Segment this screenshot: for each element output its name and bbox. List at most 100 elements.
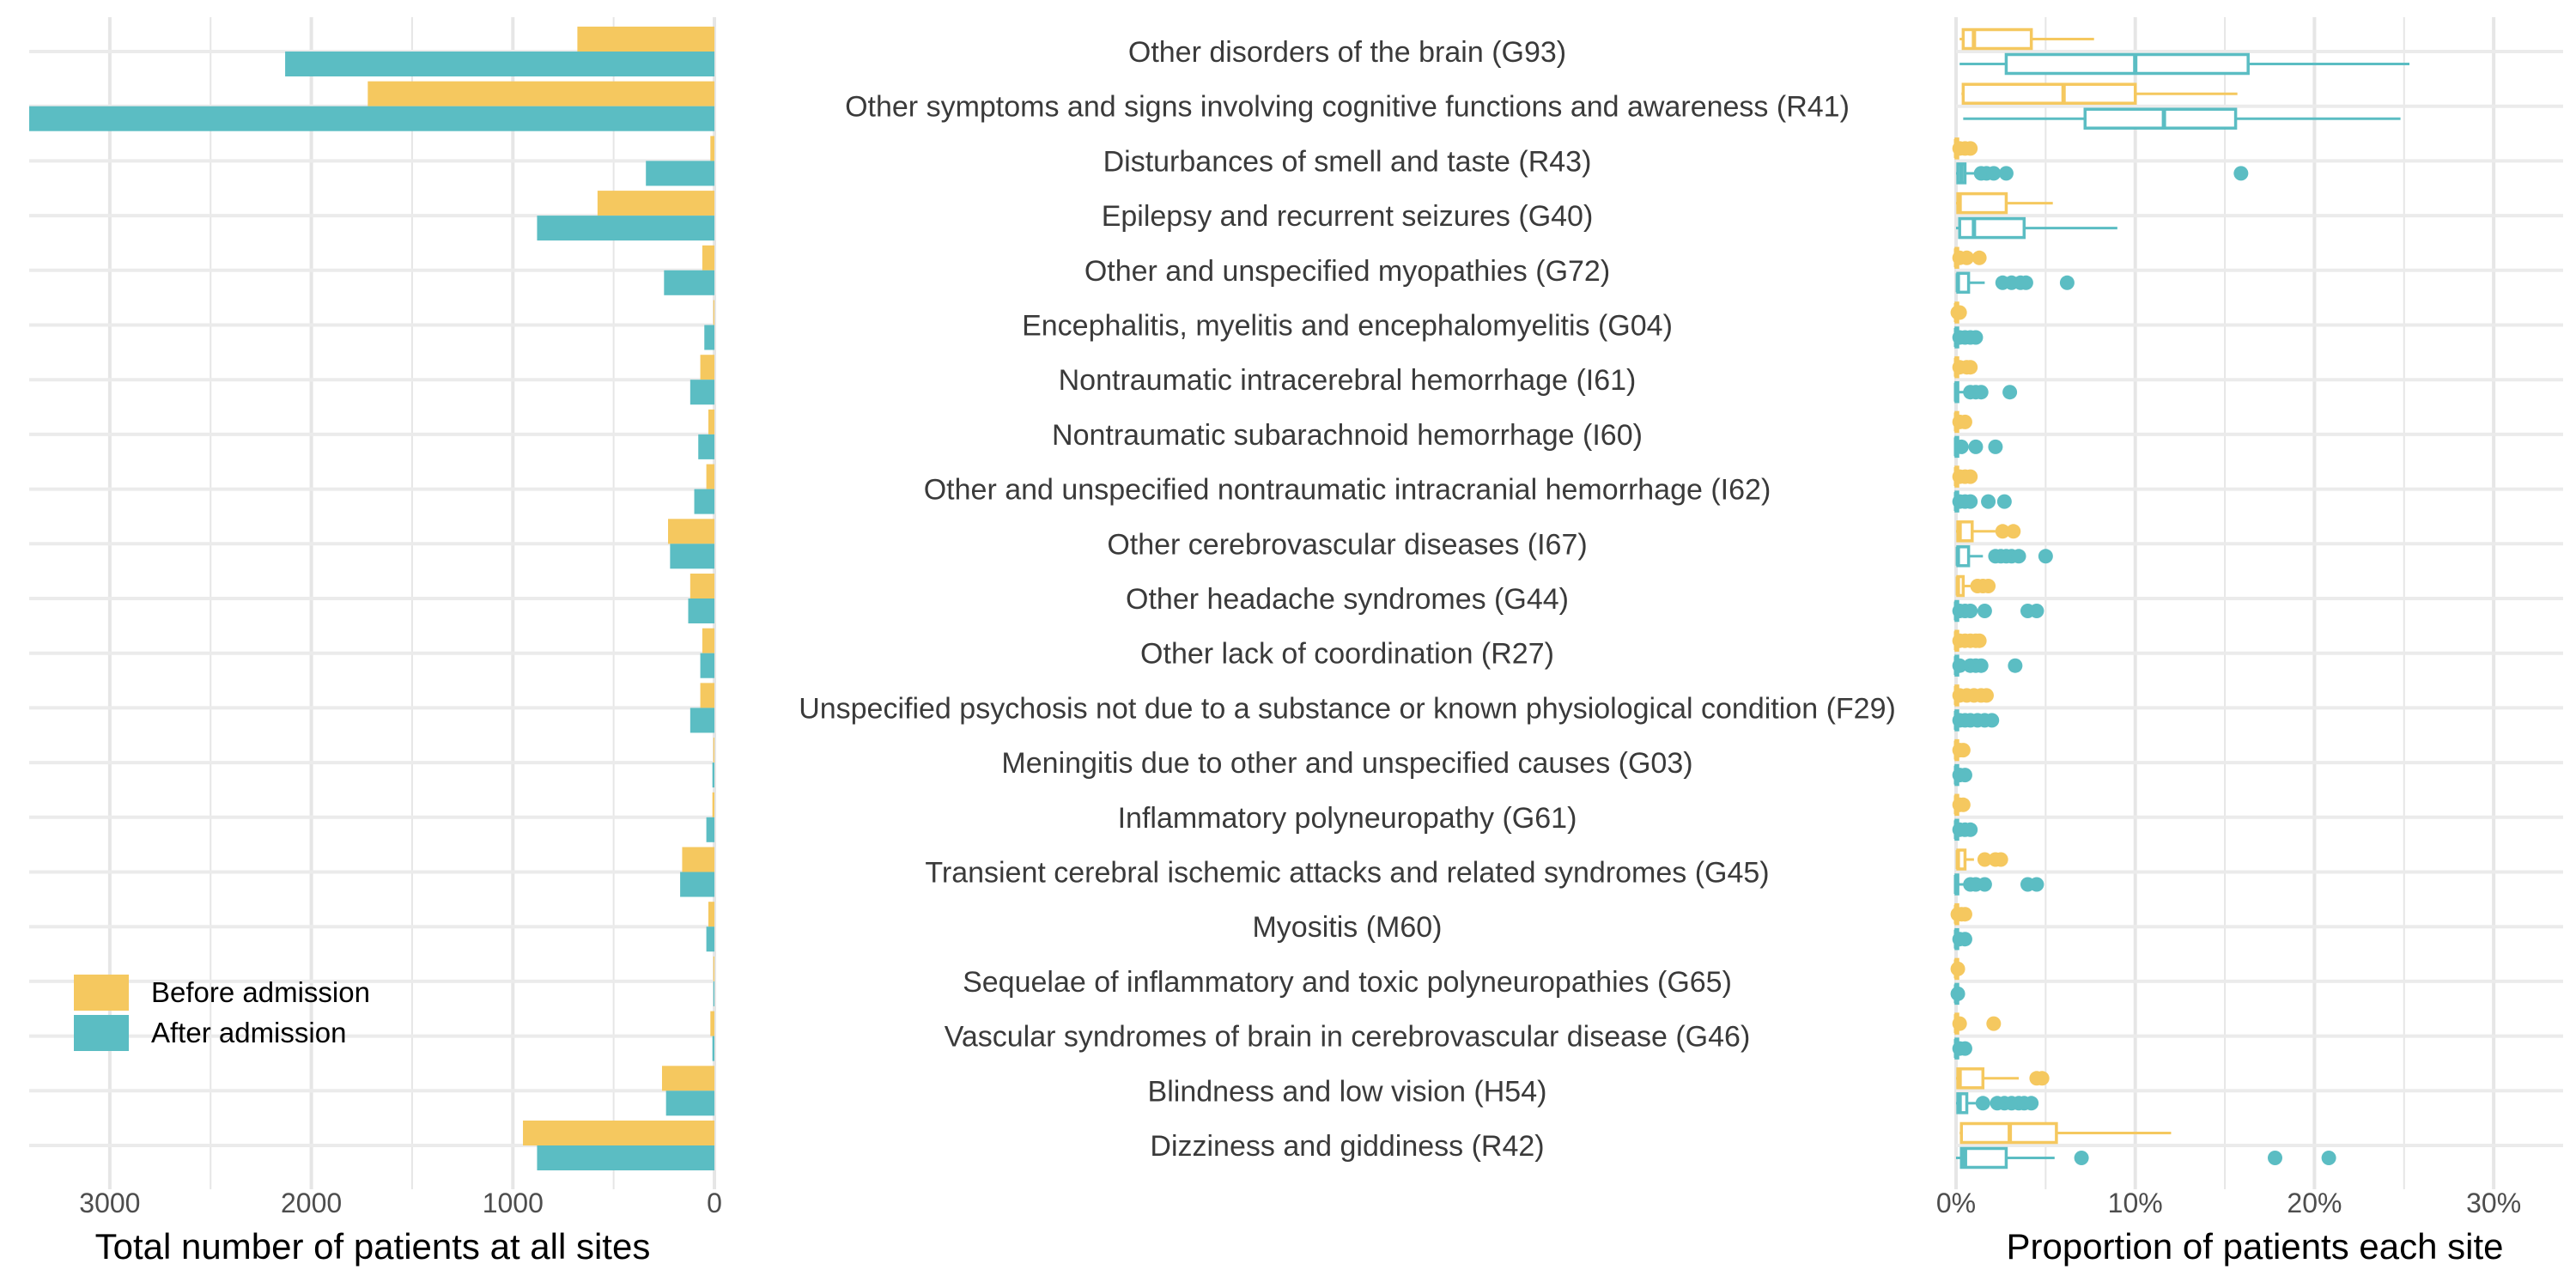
outlier-point — [1977, 877, 1992, 892]
boxplot-after — [1952, 818, 1978, 841]
outlier-point — [1950, 961, 1965, 976]
outlier-point — [1981, 579, 1996, 593]
outlier-point — [1957, 907, 1972, 922]
right-panel-boxplots — [1950, 27, 2410, 1170]
outlier-point — [1975, 1096, 1990, 1111]
category-label: Other headache syndromes (G44) — [1126, 583, 1569, 616]
boxplot-after — [1959, 52, 2410, 76]
boxplot-after — [1956, 216, 2117, 240]
boxplot-after — [1950, 982, 1965, 1005]
category-label: Disturbances of smell and taste (R43) — [1103, 145, 1592, 178]
outlier-point — [1955, 743, 1971, 758]
outlier-point — [2074, 1151, 2089, 1165]
boxplot-before — [1952, 738, 1971, 762]
outlier-point — [1959, 250, 1975, 265]
outlier-point — [1973, 658, 1989, 673]
outlier-point — [2018, 275, 2033, 290]
category-label: Other symptoms and signs involving cogni… — [845, 91, 1850, 124]
outlier-point — [2233, 166, 2249, 181]
bar-after — [688, 598, 714, 623]
boxplot-after — [1952, 1037, 1972, 1060]
bar-before — [700, 355, 714, 380]
boxplot-after — [1953, 435, 2003, 459]
box — [1958, 216, 2026, 240]
bar-before — [708, 409, 714, 434]
bar-before — [708, 902, 714, 927]
outlier-point — [1977, 604, 1992, 618]
outlier-point — [2002, 385, 2018, 400]
boxplot-before — [1955, 574, 1996, 598]
bar-after — [680, 872, 714, 897]
bar-after — [690, 708, 714, 733]
bar-before — [710, 1011, 714, 1036]
boxplot-before — [1952, 629, 1987, 652]
boxplot-after — [1956, 162, 2249, 185]
x-tick-label: 10% — [2108, 1188, 2163, 1218]
boxplot-after — [1952, 326, 1984, 349]
boxplot-after — [1952, 709, 2000, 732]
outlier-point — [1971, 633, 1987, 648]
category-label: Transient cerebral ischemic attacks and … — [925, 857, 1769, 890]
category-label: Inflammatory polyneuropathy (G61) — [1118, 802, 1577, 835]
x-tick-label: 3000 — [79, 1188, 140, 1218]
outlier-point — [1986, 166, 2002, 181]
category-label: Nontraumatic subarachnoid hemorrhage (I6… — [1052, 419, 1643, 452]
outlier-point — [1963, 469, 1978, 484]
boxplot-after — [1952, 490, 2012, 513]
outlier-point — [1968, 330, 1984, 345]
bar-after — [537, 1145, 714, 1170]
category-label: Other cerebrovascular diseases (I67) — [1107, 528, 1587, 561]
box — [1956, 191, 2008, 215]
boxplot-before — [1959, 27, 2094, 51]
boxplot-before — [1950, 957, 1965, 981]
outlier-point — [1953, 439, 1969, 454]
outlier-point — [2321, 1151, 2336, 1165]
bar-after — [706, 927, 714, 952]
bar-after — [665, 1091, 714, 1116]
box — [2004, 52, 2250, 76]
outlier-point — [1950, 986, 1965, 1001]
x-tick-label: 0% — [1936, 1188, 1976, 1218]
box — [1961, 27, 2033, 51]
outlier-point — [1998, 166, 2014, 181]
outlier-point — [1971, 250, 1987, 265]
bar-before — [523, 1121, 714, 1145]
bar-after — [704, 325, 714, 350]
outlier-point — [1978, 688, 1994, 703]
category-label: Other disorders of the brain (G93) — [1128, 36, 1566, 69]
outlier-point — [1984, 713, 2000, 728]
boxplot-before — [1952, 410, 1972, 434]
bar-before — [682, 847, 714, 872]
boxplot-before — [1950, 301, 1967, 324]
boxplot-before — [1952, 1012, 2002, 1035]
bar-before — [710, 136, 714, 161]
right-x-axis-title: Proportion of patients each site — [2006, 1226, 2503, 1267]
x-tick-label: 30% — [2466, 1188, 2521, 1218]
bar-before — [577, 27, 714, 52]
outlier-point — [1986, 1016, 2002, 1031]
outlier-point — [1963, 822, 1978, 837]
x-tick-label: 0 — [707, 1188, 722, 1218]
boxplot-before — [1956, 191, 2053, 215]
outlier-point — [2038, 549, 2053, 564]
category-label: Meningitis due to other and unspecified … — [1001, 747, 1692, 780]
outlier-point — [1968, 439, 1984, 454]
category-label: Other and unspecified myopathies (G72) — [1084, 255, 1610, 288]
bar-before — [668, 519, 714, 544]
outlier-point — [2029, 604, 2044, 618]
left-panel-x-ticks: 3000 2000 1000 0 — [79, 1188, 722, 1218]
category-label: Sequelae of inflammatory and toxic polyn… — [963, 966, 1732, 999]
outlier-point — [2034, 1071, 2050, 1086]
x-tick-label: 20% — [2287, 1188, 2342, 1218]
outlier-point — [2006, 524, 2021, 539]
bar-before — [368, 81, 714, 106]
outlier-point — [1955, 797, 1971, 812]
outlier-point — [1963, 141, 1978, 156]
category-label: Other lack of coordination (R27) — [1140, 638, 1554, 671]
outlier-point — [1981, 494, 1996, 509]
outlier-point — [1993, 852, 2008, 867]
boxplot-before — [1952, 246, 1987, 270]
outlier-point — [1957, 932, 1972, 947]
bar-after — [690, 380, 714, 405]
boxplot-after — [1953, 380, 2018, 404]
